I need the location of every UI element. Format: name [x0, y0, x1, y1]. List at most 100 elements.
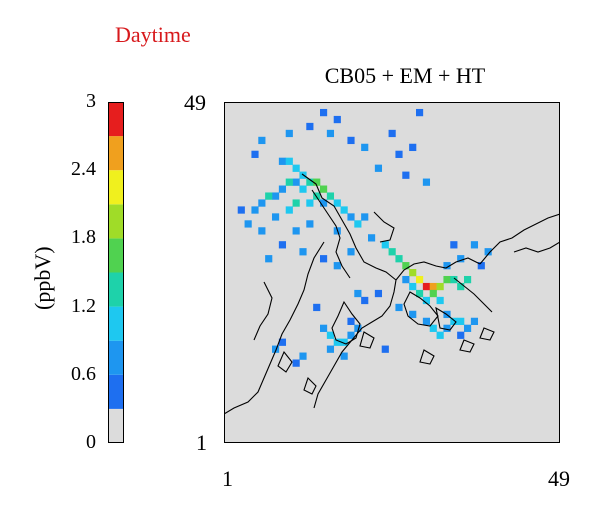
heatmap-cell — [416, 108, 424, 117]
heatmap-cell — [306, 220, 314, 228]
heatmap-cell — [292, 227, 300, 235]
heatmap-cell — [395, 255, 403, 263]
heatmap-cell — [436, 296, 444, 305]
coastline — [301, 173, 397, 281]
heatmap-cell — [381, 345, 389, 353]
colorbar-band — [108, 238, 124, 273]
colorbar-tick-label: 0.6 — [71, 362, 96, 385]
heatmap-cell — [278, 241, 287, 249]
heatmap-cell — [326, 331, 335, 339]
heatmap-cell — [388, 248, 396, 256]
colorbar-tick-label: 1.8 — [71, 226, 96, 249]
heatmap-cell — [237, 206, 245, 214]
heatmap-cell — [443, 324, 451, 332]
heatmap-cell — [292, 164, 300, 172]
x-tick-label-right: 49 — [548, 466, 570, 491]
heatmap-cell — [477, 262, 485, 270]
coastline — [403, 291, 439, 327]
colorbar — [108, 102, 124, 443]
heatmap-cell — [457, 331, 465, 339]
heatmap-panel — [224, 102, 560, 443]
heatmap-cell — [395, 303, 403, 312]
heatmap-cell — [320, 185, 328, 193]
heatmap-cell — [320, 199, 328, 207]
heatmap-cell — [313, 178, 321, 186]
heatmap-cell — [265, 255, 273, 263]
heatmap-cell — [292, 178, 300, 186]
heatmap-cell — [409, 282, 417, 291]
heatmap-cell — [340, 338, 348, 346]
heatmap-cell — [374, 164, 383, 172]
heatmap-cell — [368, 234, 376, 242]
coastline — [331, 300, 361, 345]
coastline — [303, 376, 317, 395]
heatmap-cell — [333, 338, 341, 346]
heatmap-cell — [320, 255, 328, 263]
heatmap-cell — [402, 275, 410, 284]
heatmap-cell — [381, 241, 389, 249]
colorbar-tick-label: 3 — [86, 90, 96, 112]
heatmap-cell — [285, 129, 293, 138]
coastline — [253, 281, 273, 341]
coastline — [459, 339, 475, 353]
heatmap-cell — [347, 331, 355, 339]
heatmap-cell — [320, 324, 328, 332]
coastline — [311, 189, 351, 279]
heatmap-cell — [416, 275, 424, 284]
coastline — [277, 350, 293, 373]
heatmap-cell — [361, 143, 369, 152]
colorbar-tick-label: 0 — [86, 431, 96, 453]
heatmap-cell — [313, 303, 321, 312]
heatmap-cell — [333, 115, 341, 124]
heatmap-cell — [278, 185, 287, 193]
heatmap-cell — [285, 178, 293, 186]
heatmap-cell — [450, 275, 458, 284]
coastline — [419, 349, 435, 365]
colorbar-band — [108, 374, 124, 409]
heatmap-cell — [443, 262, 451, 270]
x-tick-label-left: 1 — [222, 466, 233, 491]
colorbar-band — [108, 340, 124, 375]
colorbar-band — [108, 170, 124, 205]
heatmap-cell — [409, 269, 417, 277]
heatmap-cell — [285, 157, 293, 165]
heatmap-cell — [450, 317, 458, 325]
heatmap-cell — [457, 282, 465, 291]
heatmap-cell — [347, 317, 355, 325]
heatmap-cell — [299, 352, 307, 360]
coastline — [513, 241, 560, 253]
heatmap-cell — [251, 206, 259, 214]
heatmap-cell — [258, 227, 266, 235]
heatmap-cell — [347, 248, 355, 256]
heatmap-cell — [457, 255, 465, 263]
coastline — [479, 327, 495, 341]
heatmap-cell — [464, 324, 472, 332]
heatmap-cell — [285, 206, 293, 214]
heatmap-cell — [422, 282, 431, 291]
heatmap-cell — [450, 241, 458, 249]
figure-heading: Daytime — [115, 22, 191, 47]
colorbar-frame — [108, 102, 124, 443]
heatmap-cell — [443, 275, 451, 284]
heatmap-cell — [306, 122, 314, 131]
coastline — [395, 257, 481, 281]
heatmap-cell — [470, 317, 479, 325]
heatmap-cell — [251, 150, 259, 158]
heatmap-cell — [326, 129, 335, 138]
heatmap-cell — [272, 192, 280, 200]
coastline — [373, 211, 395, 243]
heatmap-cell — [361, 213, 369, 221]
heatmap-cell — [333, 262, 341, 270]
heatmap-frame — [224, 102, 560, 443]
heatmap-cell — [374, 289, 383, 298]
heatmap-cell — [429, 282, 437, 291]
heatmap-cell — [292, 359, 300, 367]
heatmap-cell — [416, 289, 424, 298]
heatmap-cell — [333, 199, 341, 207]
colorbar-band — [108, 306, 124, 341]
coastline — [224, 241, 325, 415]
heatmap-cell — [326, 345, 335, 353]
heatmap-cell — [457, 317, 465, 325]
y-tick-label-bottom: 1 — [196, 430, 207, 455]
heatmap-cell — [320, 108, 328, 117]
